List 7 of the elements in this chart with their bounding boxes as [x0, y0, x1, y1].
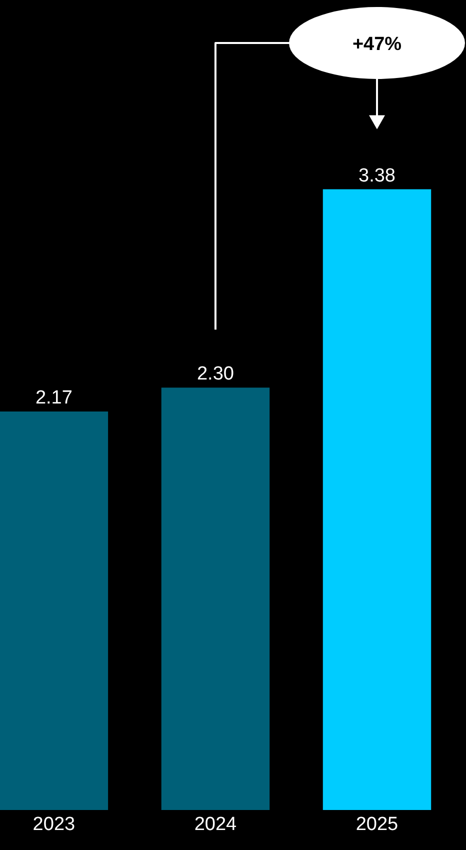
x-tick-label: 2024 [194, 814, 238, 835]
x-tick-label: 2023 [32, 814, 76, 835]
data-label: 2.17 [35, 388, 72, 409]
data-label: 3.38 [358, 165, 396, 186]
x-tick-label: 2025 [356, 814, 398, 835]
text: +47% [352, 34, 402, 55]
data-label: 2.30 [196, 364, 234, 385]
